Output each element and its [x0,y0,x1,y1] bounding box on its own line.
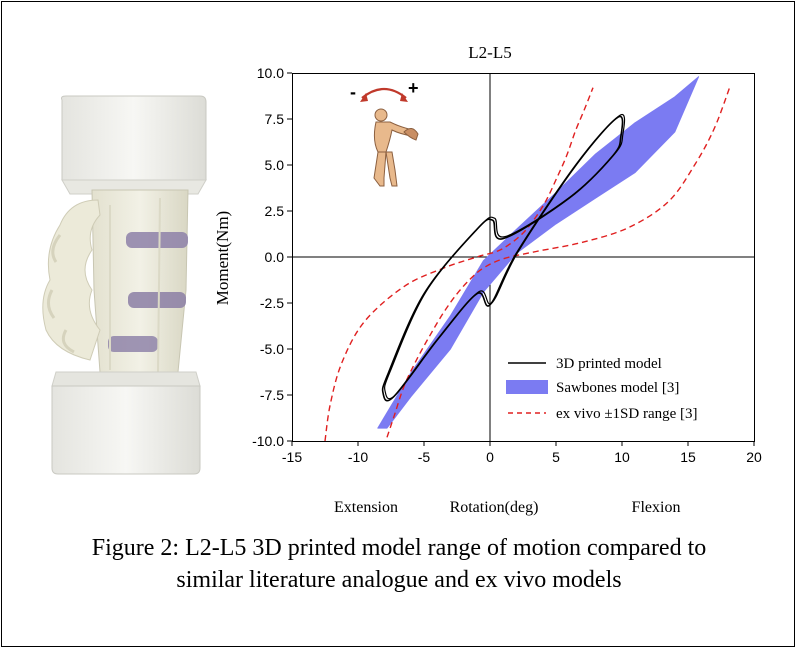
x-axis-label: Rotation(deg) [450,499,539,516]
y-tick-label: 7.5 [265,111,285,127]
legend-label-printed: 3D printed model [556,356,662,372]
moment-rotation-chart: -15 -10 -5 0 5 10 15 20-10.0-7.5-5.0-2.50.02.55… [213,43,762,516]
y-tick-label: -7.5 [260,387,284,403]
y-tick-label: 2.5 [265,203,285,219]
y-tick-label: 10.0 [257,65,284,81]
chart-title: L2-L5 [468,43,511,62]
x-tick-label: -15 [282,449,302,465]
y-tick-label: -5.0 [260,341,284,357]
flexion-extension-pictogram: - + [350,78,419,187]
y-tick-label: 5.0 [265,157,285,173]
figure-caption-line-2: similar literature analogue and ex vivo … [176,567,622,593]
arrow-right-icon [400,93,408,102]
x-tick-label: -5 [418,449,431,465]
x-tick-label: 20 [746,449,762,465]
spine-vertebrae [42,189,189,373]
legend-label-sawbones: Sawbones model [3] [556,380,679,396]
minus-sign: - [350,82,356,102]
annotation-flexion: Flexion [632,499,681,516]
y-tick-label: 0.0 [265,249,285,265]
bending-person-icon [373,108,419,187]
disc-3 [108,336,158,352]
x-tick-label: 0 [486,449,494,465]
series-exvivo-upper [324,87,594,442]
disc-1 [126,232,188,248]
series-3d-printed-loop-cycle-2 [383,113,626,400]
disc-2 [128,292,186,308]
rotation-arc-icon [361,87,407,99]
annotation-extension: Extension [334,499,398,516]
figure-caption-line-1: Figure 2: L2-L5 3D printed model range o… [91,535,707,561]
y-axis-label: Moment(Nm) [213,211,232,305]
legend: 3D printed model Sawbones model [3] ex v… [506,356,698,422]
x-tick-label: 10 [614,449,630,465]
legend-swatch-sawbones [506,380,548,394]
spine-model-photo [42,95,207,475]
x-tick-label: 15 [680,449,696,465]
plus-sign: + [408,78,419,98]
x-tick-label: 5 [552,449,560,465]
y-tick-label: -2.5 [260,295,284,311]
x-tick-label: -10 [348,449,368,465]
legend-label-exvivo: ex vivo ±1SD range [3] [556,406,698,422]
y-tick-label: -10.0 [252,433,284,449]
series-sawbones-band [377,76,700,429]
spine-bottom-block [51,371,201,475]
arrow-left-icon [360,93,368,102]
